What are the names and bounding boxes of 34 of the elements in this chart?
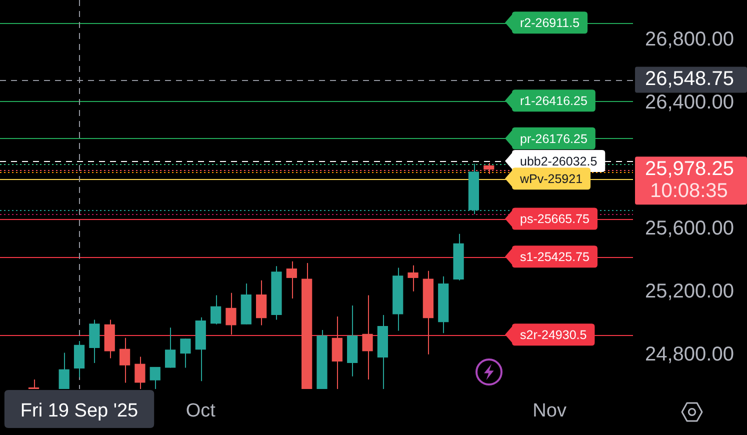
candlestick <box>286 260 297 299</box>
y-tick-label: 26,548.75 <box>644 68 734 90</box>
ref-line-label: s2r-24930.5 <box>520 328 587 342</box>
ref-line-label: ubb2-26032.5 <box>520 154 598 168</box>
y-tick-label: 25,200.00 <box>644 280 734 303</box>
ref-line-label: s1-25425.75 <box>520 250 590 264</box>
ref-line-label: wPv-25921 <box>519 172 583 186</box>
ref-line-label: r2-26911.5 <box>520 16 580 30</box>
candlestick <box>180 338 191 368</box>
y-tick-label: 26,400.00 <box>644 92 734 114</box>
candlestick <box>119 337 130 384</box>
candlestick <box>408 264 418 292</box>
ref-line-label: pr-26176.25 <box>520 132 588 146</box>
y-tick-label: 25,978.25 <box>644 158 734 180</box>
candlestick <box>484 162 494 175</box>
candlestick <box>332 316 342 389</box>
text: 10:08:35 <box>650 180 728 202</box>
candlestick <box>164 327 176 368</box>
candlestick <box>74 340 85 378</box>
y-tick-label: 26,800.00 <box>644 28 734 51</box>
y-tick-label: 25,600.00 <box>644 218 734 240</box>
candlestick <box>58 352 70 389</box>
ref-line-label: r1-26416.25 <box>520 94 588 108</box>
x-tick-label: Fri 19 Sep '25 <box>20 400 138 422</box>
candlestick <box>210 294 222 325</box>
candlestick <box>226 292 236 336</box>
x-tick-label: Oct <box>186 400 216 422</box>
x-tick-label: Nov <box>532 400 567 422</box>
y-tick-label: 24,800.00 <box>644 344 734 366</box>
candlestick <box>150 366 160 389</box>
candlestick <box>256 280 267 326</box>
candlestick <box>134 356 146 389</box>
candlestick <box>362 294 373 380</box>
ref-line-label: ps-25665.75 <box>520 212 590 226</box>
